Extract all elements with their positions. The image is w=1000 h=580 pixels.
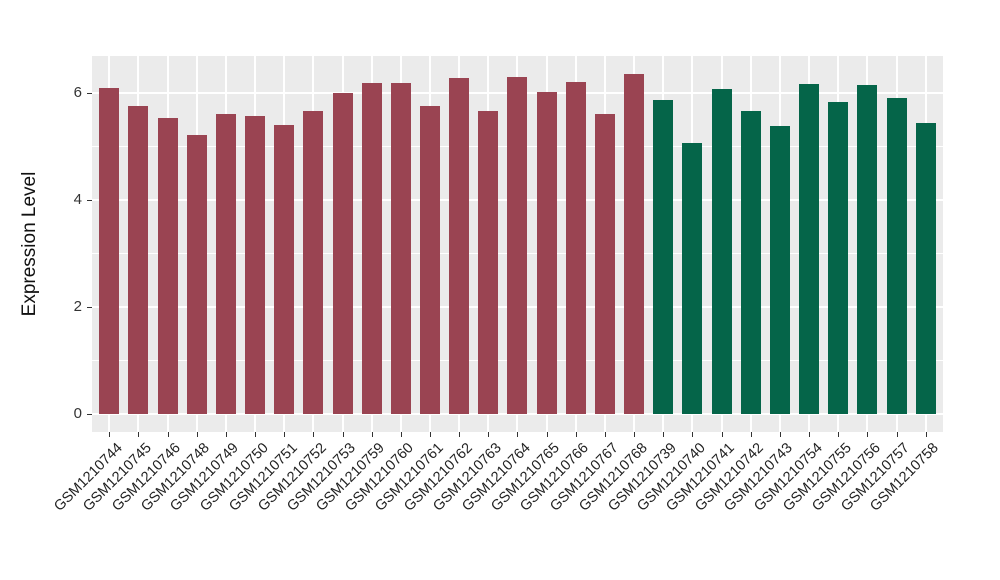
x-tick-mark <box>692 432 694 437</box>
bar-GSM1210744 <box>99 87 120 414</box>
bar-GSM1210739 <box>653 99 674 414</box>
x-tick-mark <box>459 432 461 437</box>
y-tick-label: 2 <box>73 298 82 316</box>
x-tick-mark <box>604 432 606 437</box>
bar-GSM1210761 <box>420 105 441 414</box>
bar-GSM1210751 <box>274 125 295 414</box>
bar-GSM1210759 <box>361 82 382 414</box>
bar-GSM1210758 <box>915 123 936 414</box>
x-tick-mark <box>342 432 344 437</box>
x-tick-mark <box>867 432 869 437</box>
x-tick-mark <box>400 432 402 437</box>
bar-GSM1210743 <box>769 126 790 414</box>
x-tick-mark <box>371 432 373 437</box>
bar-GSM1210742 <box>740 111 761 414</box>
x-tick-mark <box>546 432 548 437</box>
bar-GSM1210764 <box>507 76 528 414</box>
y-tick-mark <box>87 199 92 201</box>
x-tick-mark <box>925 432 927 437</box>
x-tick-mark <box>896 432 898 437</box>
bar-GSM1210752 <box>303 111 324 414</box>
x-tick-mark <box>225 432 227 437</box>
x-tick-mark <box>779 432 781 437</box>
bar-GSM1210762 <box>449 78 470 414</box>
x-tick-mark <box>284 432 286 437</box>
bar-GSM1210763 <box>478 111 499 414</box>
bar-GSM1210741 <box>711 89 732 414</box>
bar-GSM1210740 <box>682 143 703 414</box>
bar-GSM1210766 <box>565 81 586 414</box>
x-tick-mark <box>663 432 665 437</box>
x-tick-mark <box>809 432 811 437</box>
x-tick-mark <box>517 432 519 437</box>
y-tick-mark <box>87 306 92 308</box>
y-tick-mark <box>87 92 92 94</box>
bar-GSM1210757 <box>886 98 907 414</box>
x-tick-mark <box>430 432 432 437</box>
bar-GSM1210767 <box>594 113 615 414</box>
bar-GSM1210754 <box>799 83 820 414</box>
bar-GSM1210760 <box>390 83 411 414</box>
x-tick-mark <box>313 432 315 437</box>
x-tick-mark <box>488 432 490 437</box>
y-tick-label: 6 <box>73 84 82 102</box>
bar-GSM1210750 <box>245 116 266 414</box>
bar-GSM1210749 <box>215 113 236 414</box>
x-tick-mark <box>634 432 636 437</box>
y-tick-mark <box>87 413 92 415</box>
y-axis-title: Expression Level <box>19 171 40 317</box>
plot-panel <box>92 56 943 432</box>
x-tick-mark <box>575 432 577 437</box>
x-tick-mark <box>138 432 140 437</box>
bar-GSM1210768 <box>624 73 645 414</box>
bar-GSM1210748 <box>186 134 207 414</box>
y-tick-label: 4 <box>73 191 82 209</box>
bar-GSM1210746 <box>157 118 178 414</box>
x-tick-mark <box>255 432 257 437</box>
x-tick-mark <box>721 432 723 437</box>
bar-GSM1210765 <box>536 92 557 414</box>
x-tick-mark <box>838 432 840 437</box>
y-tick-label: 0 <box>73 405 82 422</box>
x-tick-mark <box>196 432 198 437</box>
x-tick-mark <box>750 432 752 437</box>
x-tick-mark <box>109 432 111 437</box>
bar-GSM1210755 <box>828 102 849 414</box>
bar-GSM1210756 <box>857 85 878 414</box>
x-tick-mark <box>167 432 169 437</box>
bar-GSM1210753 <box>332 93 353 414</box>
bar-GSM1210745 <box>128 106 149 414</box>
